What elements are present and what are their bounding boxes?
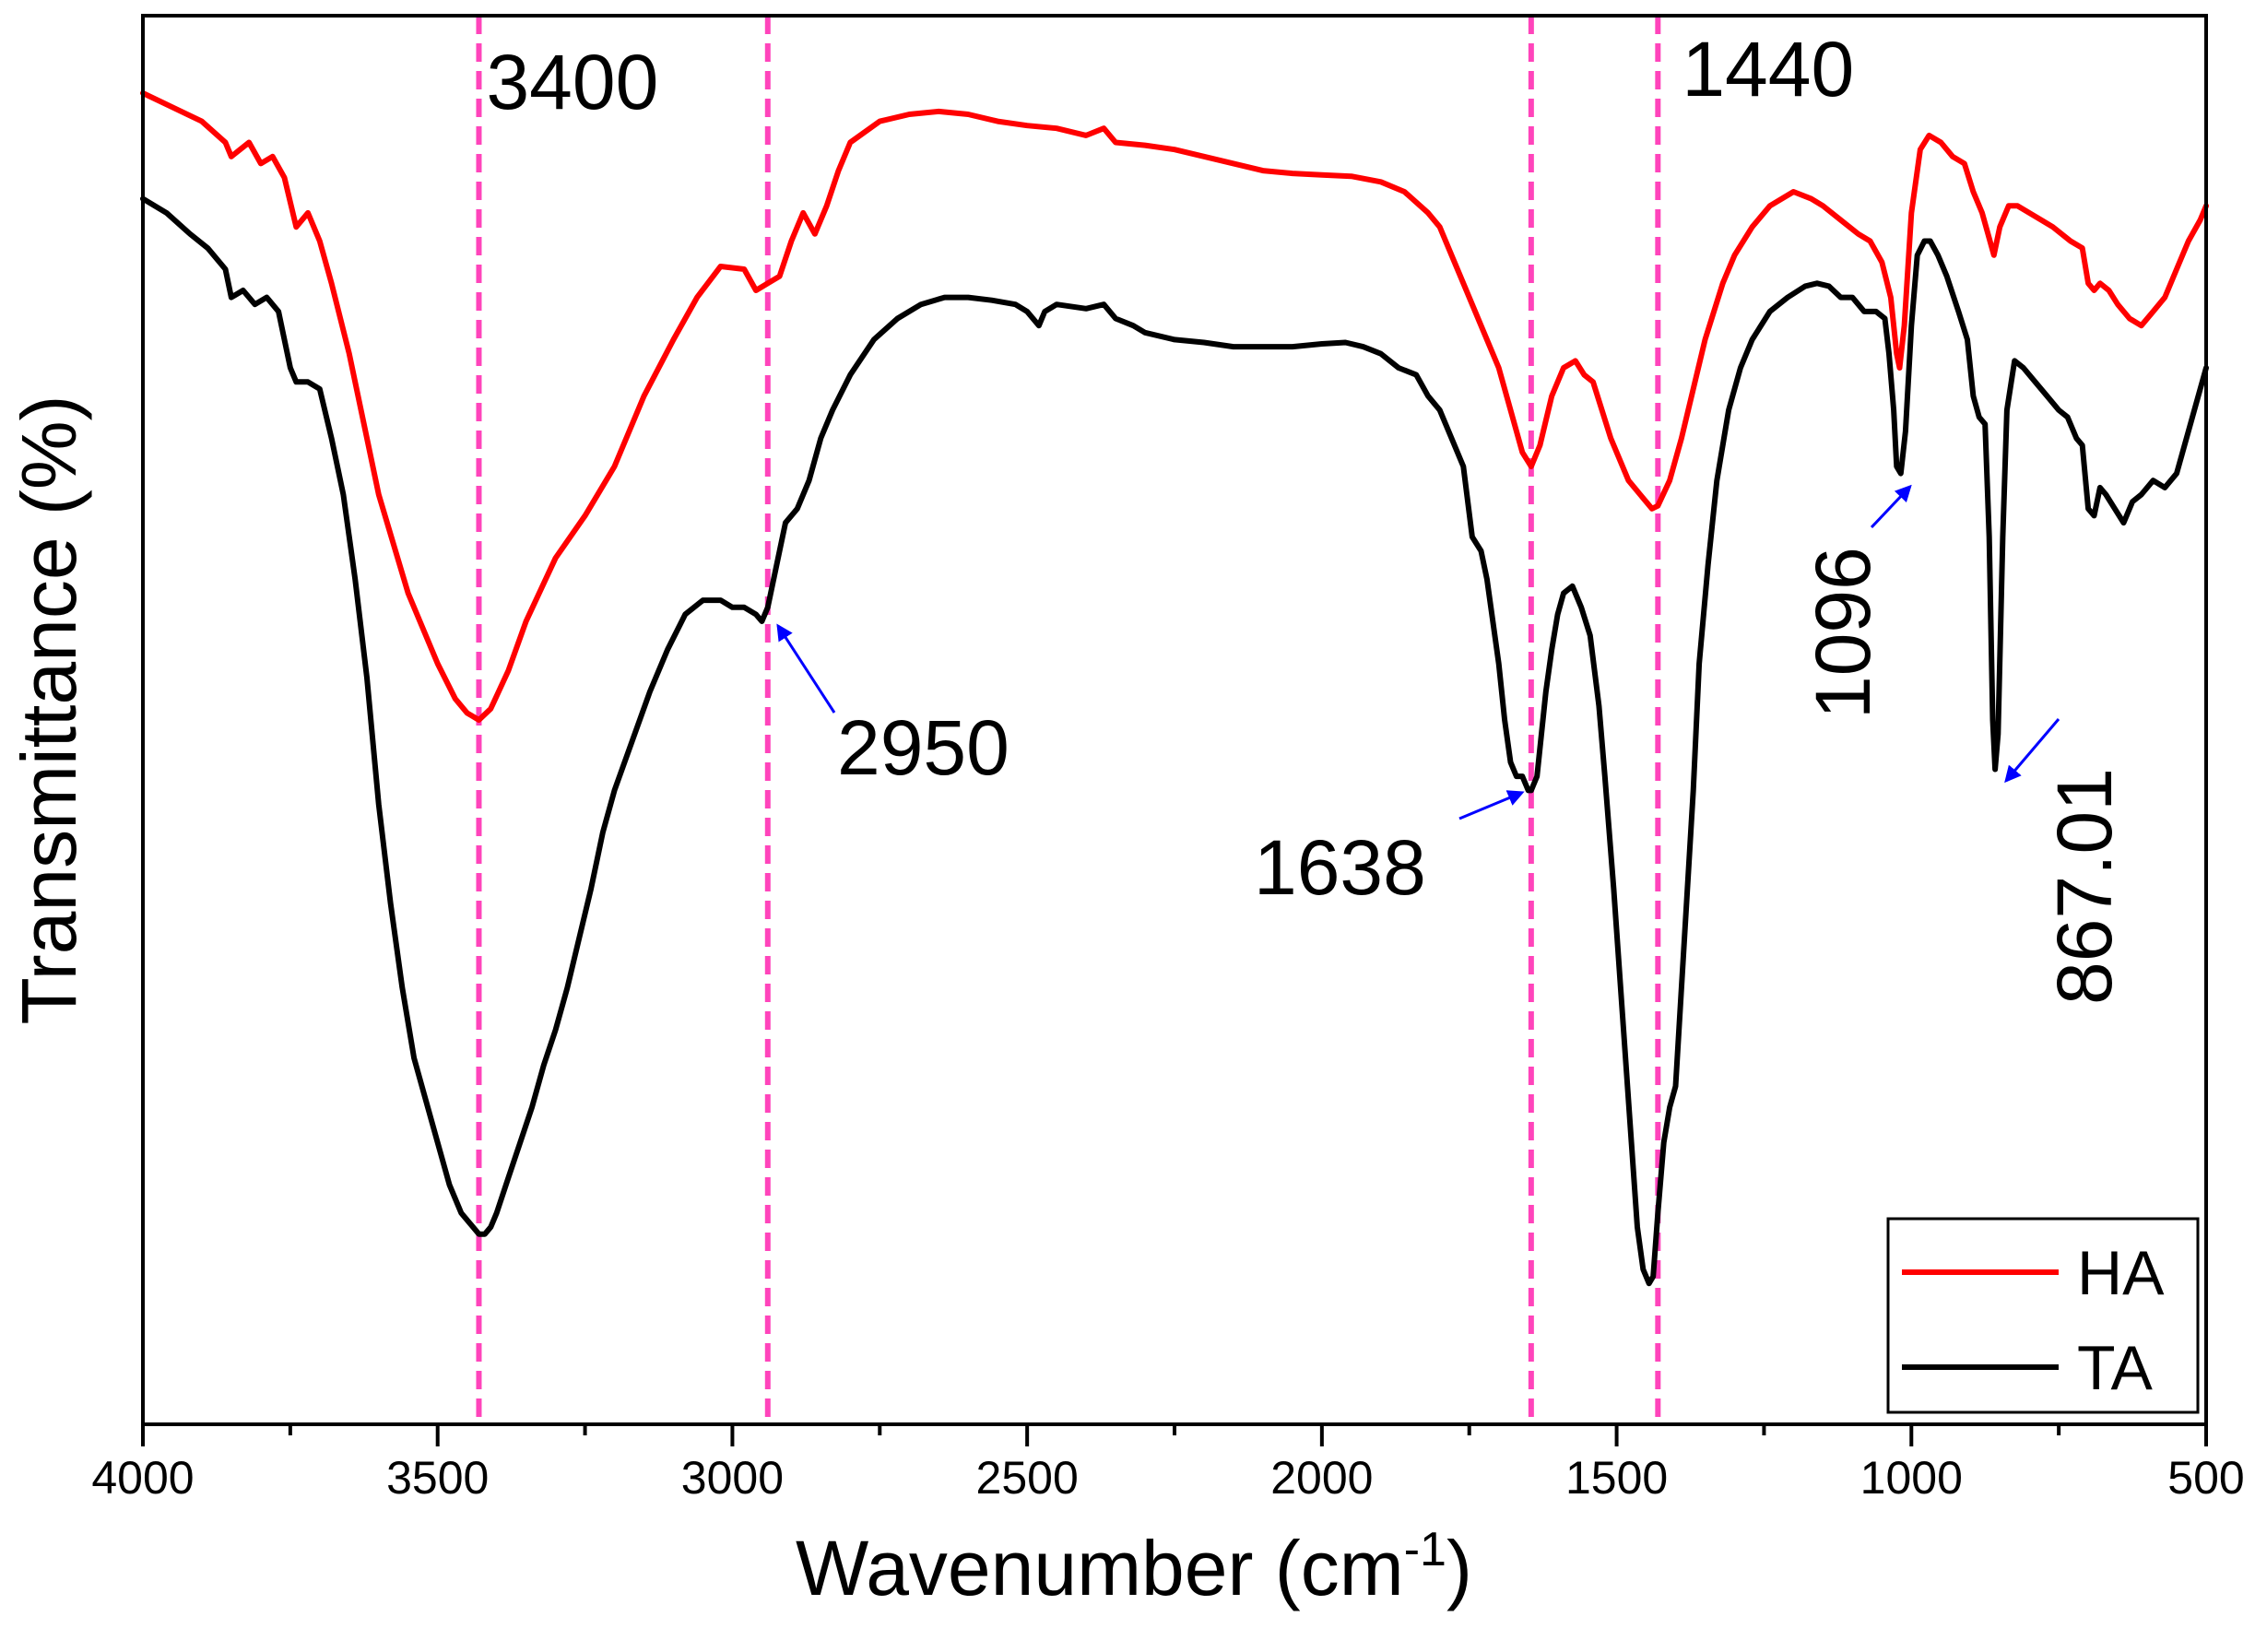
legend: HA TA (1886, 1217, 2200, 1414)
x-axis-title-superscript: -1 (1404, 1523, 1446, 1576)
x-tick-label-2000: 2000 (1270, 1452, 1373, 1504)
x-tick-label-1500: 1500 (1565, 1452, 1668, 1504)
legend-box (1886, 1217, 2200, 1414)
annotation-arrow-1638 (1458, 790, 1525, 820)
legend-label-ta: TA (2077, 1333, 2153, 1403)
x-tick-label-2500: 2500 (976, 1452, 1079, 1504)
x-tick-label-3000: 3000 (681, 1452, 784, 1504)
y-axis-title: Transmittance (%) (6, 395, 92, 1024)
annotation-label-2950: 2950 (837, 704, 1009, 791)
series-line-ha (140, 90, 2209, 723)
annotation-label-1638: 1638 (1254, 824, 1426, 911)
x-axis-title-close: ) (1446, 1525, 1472, 1611)
annotation-arrow-867-01 (2004, 718, 2060, 784)
annotation-label-1096: 1096 (1800, 547, 1886, 719)
peak-annotations: 3400 1440 2950 1638 1096 867.01 (486, 26, 2128, 1005)
x-axis-title-main: Wavenumber (cm (796, 1525, 1404, 1611)
x-axis-title: Wavenumber (cm-1) (796, 1523, 1472, 1611)
annotation-label-1440: 1440 (1682, 26, 1854, 112)
x-tick-label-3500: 3500 (386, 1452, 489, 1504)
x-tick-label-1000: 1000 (1860, 1452, 1963, 1504)
plot-frame (141, 14, 2208, 1426)
legend-label-ha: HA (2077, 1238, 2165, 1308)
reference-lines (476, 16, 1661, 1424)
x-tick-label-500: 500 (2167, 1452, 2244, 1504)
x-tick-label-4000: 4000 (91, 1452, 194, 1504)
series-line-ta (140, 195, 2209, 1287)
annotation-label-3400: 3400 (486, 39, 658, 125)
annotation-arrow-1096 (1870, 484, 1912, 529)
spectra-lines (140, 90, 2209, 1287)
axes: 4000 3500 3000 2500 2000 1500 1000 500 (91, 14, 2245, 1504)
annotation-label-867-01: 867.01 (2041, 768, 2128, 1005)
annotation-arrow-2950 (776, 623, 836, 714)
